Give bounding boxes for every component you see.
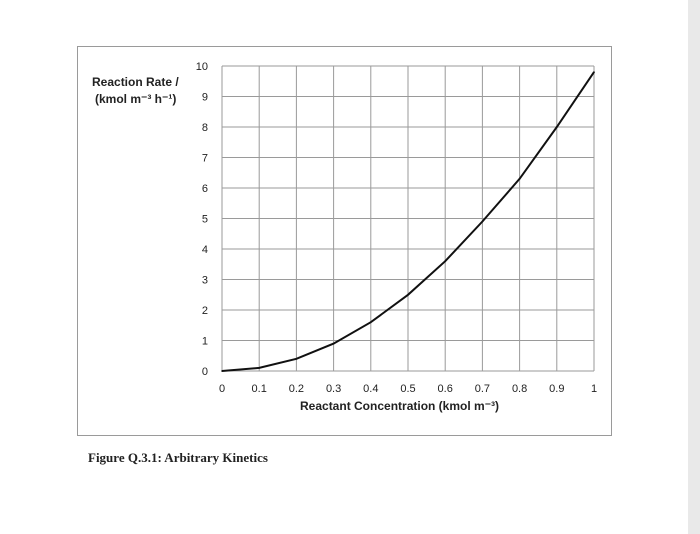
x-tick-label-2: 0.2 (289, 383, 304, 395)
y-tick-label-9: 9 (202, 92, 208, 104)
x-tick-label-0: 0 (219, 383, 225, 395)
y-tick-label-10: 10 (196, 61, 208, 73)
data-point-9 (556, 126, 558, 128)
y-tick-label-7: 7 (202, 153, 208, 165)
data-point-8 (518, 178, 521, 180)
x-tick-label-3: 0.3 (326, 383, 341, 395)
data-point-0 (221, 370, 223, 372)
y-tick-label-5: 5 (202, 214, 208, 226)
tick-labels: 0 0.1 0.2 0.3 0.4 0.5 0.6 0.7 0.8 0.9 101234567891… (196, 61, 597, 395)
data-point-10 (593, 71, 595, 73)
chart-frame (77, 46, 612, 436)
data-points (221, 71, 595, 372)
grid-lines (221, 65, 595, 372)
x-tick-label-9: 0.9 (549, 383, 564, 395)
data-point-7 (481, 220, 484, 223)
y-tick-label-0: 0 (202, 366, 208, 378)
data-point-6 (444, 260, 447, 263)
y-axis-label-line1: Reaction Rate / (92, 75, 179, 89)
y-tick-label-4: 4 (202, 244, 208, 256)
x-tick-label-6: 0.6 (438, 383, 453, 395)
data-point-2 (295, 358, 298, 360)
y-axis-label-line2: (kmol m⁻³ h⁻¹) (95, 92, 177, 106)
x-tick-label-8: 0.8 (512, 383, 527, 395)
data-point-3 (332, 342, 335, 345)
x-tick-label-5: 0.5 (400, 383, 415, 395)
x-axis-label: Reactant Concentration (kmol m⁻³) (300, 399, 500, 413)
y-tick-label-1: 1 (202, 336, 208, 348)
y-tick-label-3: 3 (202, 275, 208, 287)
x-tick-label-1: 0.1 (252, 383, 267, 395)
data-point-1 (258, 367, 261, 369)
figure-caption: Figure Q.3.1: Arbitrary Kinetics (88, 450, 268, 465)
data-point-4 (370, 321, 372, 324)
data-point-5 (407, 293, 409, 296)
y-tick-label-8: 8 (202, 122, 208, 134)
x-tick-label-4: 0.4 (363, 383, 378, 395)
x-tick-label-7: 0.7 (475, 383, 490, 395)
page-edge-shade (688, 0, 700, 534)
x-tick-label-10: 1 (591, 383, 597, 395)
y-tick-label-6: 6 (202, 183, 208, 195)
y-tick-label-2: 2 (202, 305, 208, 317)
